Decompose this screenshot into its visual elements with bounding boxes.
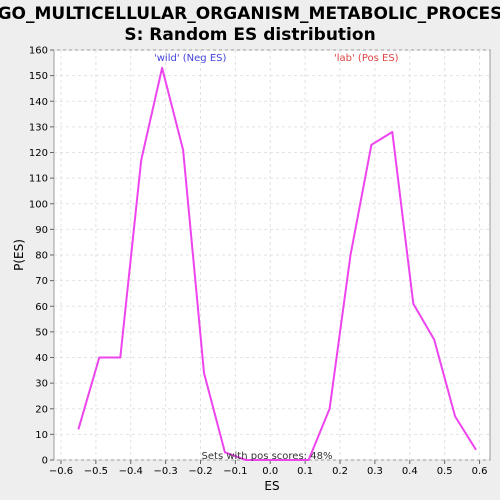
x-tick-label: −0.1 xyxy=(223,466,247,477)
y-tick-label: 30 xyxy=(35,379,48,390)
y-tick-label: 80 xyxy=(35,251,48,262)
y-tick-label: 140 xyxy=(29,97,48,108)
x-tick-label: −0.5 xyxy=(84,466,108,477)
y-tick-label: 60 xyxy=(35,302,48,313)
x-tick-label: 0.0 xyxy=(262,466,278,477)
y-tick-label: 70 xyxy=(35,276,48,287)
x-tick-label: −0.2 xyxy=(188,466,212,477)
annotation-neg-es: 'wild' (Neg ES) xyxy=(154,53,226,64)
y-tick-label: 100 xyxy=(29,199,48,210)
y-tick-label: 130 xyxy=(29,122,48,133)
y-axis-ticks: 0 10 20 30 40 50 60 70 80 90 100 110 120 130 140 150 160 xyxy=(29,46,54,467)
y-tick-label: 50 xyxy=(35,327,48,338)
x-tick-label: 0.4 xyxy=(402,466,418,477)
x-tick-label: 0.1 xyxy=(297,466,313,477)
x-tick-label: 0.5 xyxy=(437,466,453,477)
x-tick-label: −0.6 xyxy=(49,466,73,477)
annotation-pos-es: 'lab' (Pos ES) xyxy=(334,53,399,64)
y-tick-label: 40 xyxy=(35,353,48,364)
x-axis-label: ES xyxy=(264,479,279,493)
chart-title-line1: GO_MULTICELLULAR_ORGANISM_METABOLIC_PROC… xyxy=(0,4,500,24)
x-tick-label: 0.3 xyxy=(367,466,383,477)
series-line xyxy=(77,66,477,461)
chart-title-line2: S: Random ES distribution xyxy=(124,25,375,45)
x-tick-label: −0.4 xyxy=(119,466,143,477)
y-tick-label: 10 xyxy=(35,430,48,441)
x-tick-label: 0.6 xyxy=(472,466,488,477)
y-tick-label: 150 xyxy=(29,71,48,82)
x-tick-label: −0.3 xyxy=(153,466,177,477)
y-tick-label: 0 xyxy=(42,456,48,467)
y-tick-label: 20 xyxy=(35,404,48,415)
annotation-pos-scores: Sets with pos scores: 48% xyxy=(202,451,333,462)
y-tick-label: 110 xyxy=(29,174,48,185)
y-axis-label: P(ES) xyxy=(12,239,26,271)
x-tick-label: 0.2 xyxy=(332,466,348,477)
y-tick-label: 90 xyxy=(35,225,48,236)
y-tick-label: 160 xyxy=(29,46,48,57)
y-tick-label: 120 xyxy=(29,148,48,159)
x-axis-ticks: −0.6 −0.5 −0.4 −0.3 −0.2 −0.1 0.0 0.1 0.2 0.3 0.4 0… xyxy=(49,460,488,477)
